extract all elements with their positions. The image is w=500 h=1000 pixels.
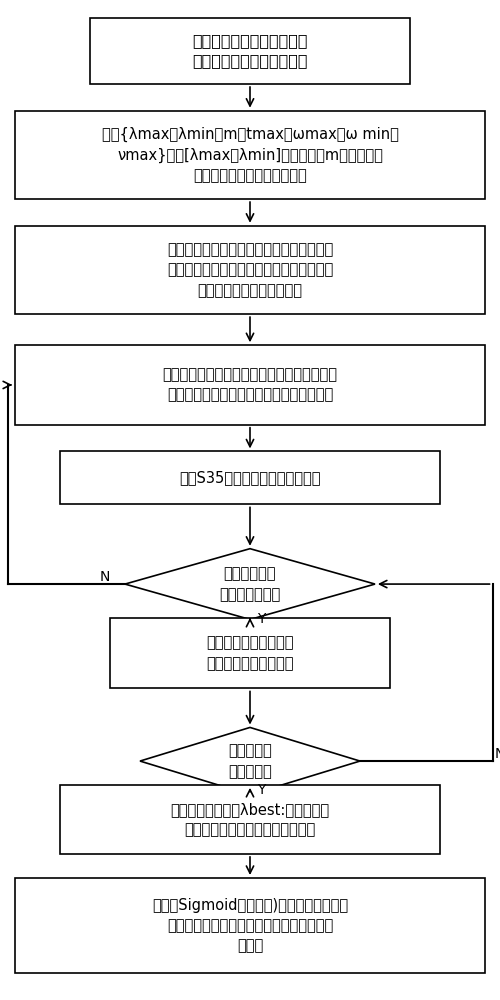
FancyBboxPatch shape — [110, 618, 390, 688]
Text: Y: Y — [258, 612, 266, 626]
Polygon shape — [140, 727, 360, 795]
FancyBboxPatch shape — [60, 451, 440, 504]
FancyBboxPatch shape — [15, 878, 485, 973]
Text: 输出最优小波阈值λbest:选择拥有全
局最优目标值的粒子作为最优个体: 输出最优小波阈值λbest:选择拥有全 局最优目标值的粒子作为最优个体 — [170, 802, 330, 837]
FancyBboxPatch shape — [60, 785, 440, 854]
FancyBboxPatch shape — [15, 345, 485, 425]
FancyBboxPatch shape — [90, 18, 410, 84]
Polygon shape — [125, 549, 375, 619]
Text: 对局放信号进行小波分解，
得到各尺度的小波分解系数: 对局放信号进行小波分解， 得到各尺度的小波分解系数 — [192, 33, 308, 69]
Text: 根据全局最优值变化大
小执行混沌或变异操作: 根据全局最优值变化大 小执行混沌或变异操作 — [206, 635, 294, 671]
Text: 输入{λmax、λmin、m、tmax、ωmax、ω min、
νmax}，在[λmax、λmin]内随机生成m个初始值作
为初始种群，初始化粒子速度: 输入{λmax、λmin、m、tmax、ωmax、ω min、 νmax}，在[… — [102, 127, 399, 183]
Text: 根据S35中的公式更新速度和位置: 根据S35中的公式更新速度和位置 — [179, 470, 321, 485]
Text: Y: Y — [258, 783, 266, 797]
FancyBboxPatch shape — [15, 111, 485, 199]
Text: 根据类Sigmoid阈值函数)对各尺度小波系数
进行阈值处理，应用离散小波反变换得到去
噪信号: 根据类Sigmoid阈值函数)对各尺度小波系数 进行阈值处理，应用离散小波反变换… — [152, 898, 348, 954]
Text: N: N — [495, 747, 500, 761]
Text: 是否需要执行
混沌或变异操作: 是否需要执行 混沌或变异操作 — [220, 566, 280, 602]
Text: 是否达到最
大迭代次数: 是否达到最 大迭代次数 — [228, 743, 272, 779]
FancyBboxPatch shape — [15, 226, 485, 314]
Text: 按个体适应度值对粒子群排序并进行交叉操作
，更新交叉后的粒子最优位置和最优目标值: 按个体适应度值对粒子群排序并进行交叉操作 ，更新交叉后的粒子最优位置和最优目标值 — [162, 367, 338, 403]
Text: N: N — [100, 570, 110, 584]
Text: 以小波去噪的均方误差的梯度表达式为目标
函数计算初始适应度值。更新初始的个体和
全局最优位置与最优目标值: 以小波去噪的均方误差的梯度表达式为目标 函数计算初始适应度值。更新初始的个体和 … — [167, 242, 333, 298]
